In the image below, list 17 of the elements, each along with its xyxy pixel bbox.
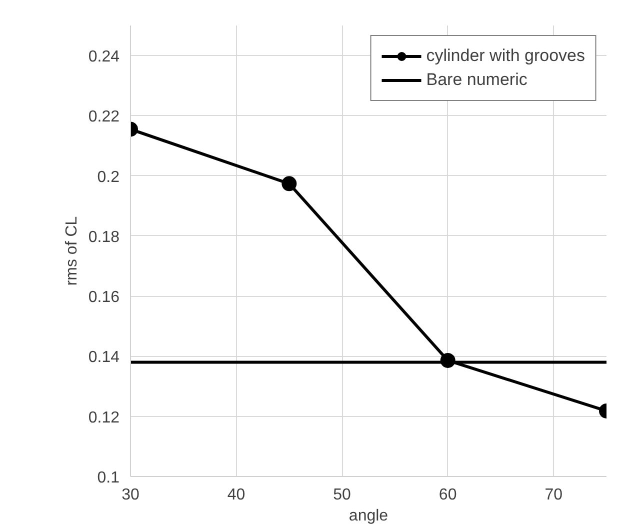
- y-tick-label: 0.1: [97, 470, 120, 486]
- x-tick-label: 70: [544, 486, 563, 504]
- y-tick-label: 0.2: [97, 168, 120, 186]
- x-tick-label: 30: [122, 486, 140, 504]
- x-tick-label: 40: [227, 486, 246, 504]
- legend-label: Bare numeric: [426, 70, 528, 90]
- y-tick-label: 0.14: [88, 349, 120, 366]
- y-tick-label: 0.24: [88, 48, 120, 66]
- legend-label: cylinder with grooves: [426, 46, 585, 66]
- y-tick-label: 0.22: [88, 108, 120, 126]
- y-tick-label: 0.12: [88, 409, 120, 426]
- x-tick-label: 60: [438, 486, 457, 504]
- x-axis-title: angle: [348, 508, 388, 524]
- y-tick-label: 0.16: [88, 289, 120, 306]
- y-axis-title: rms of CL: [63, 216, 80, 286]
- y-tick-label: 0.18: [88, 228, 120, 246]
- x-tick-label: 50: [333, 486, 352, 504]
